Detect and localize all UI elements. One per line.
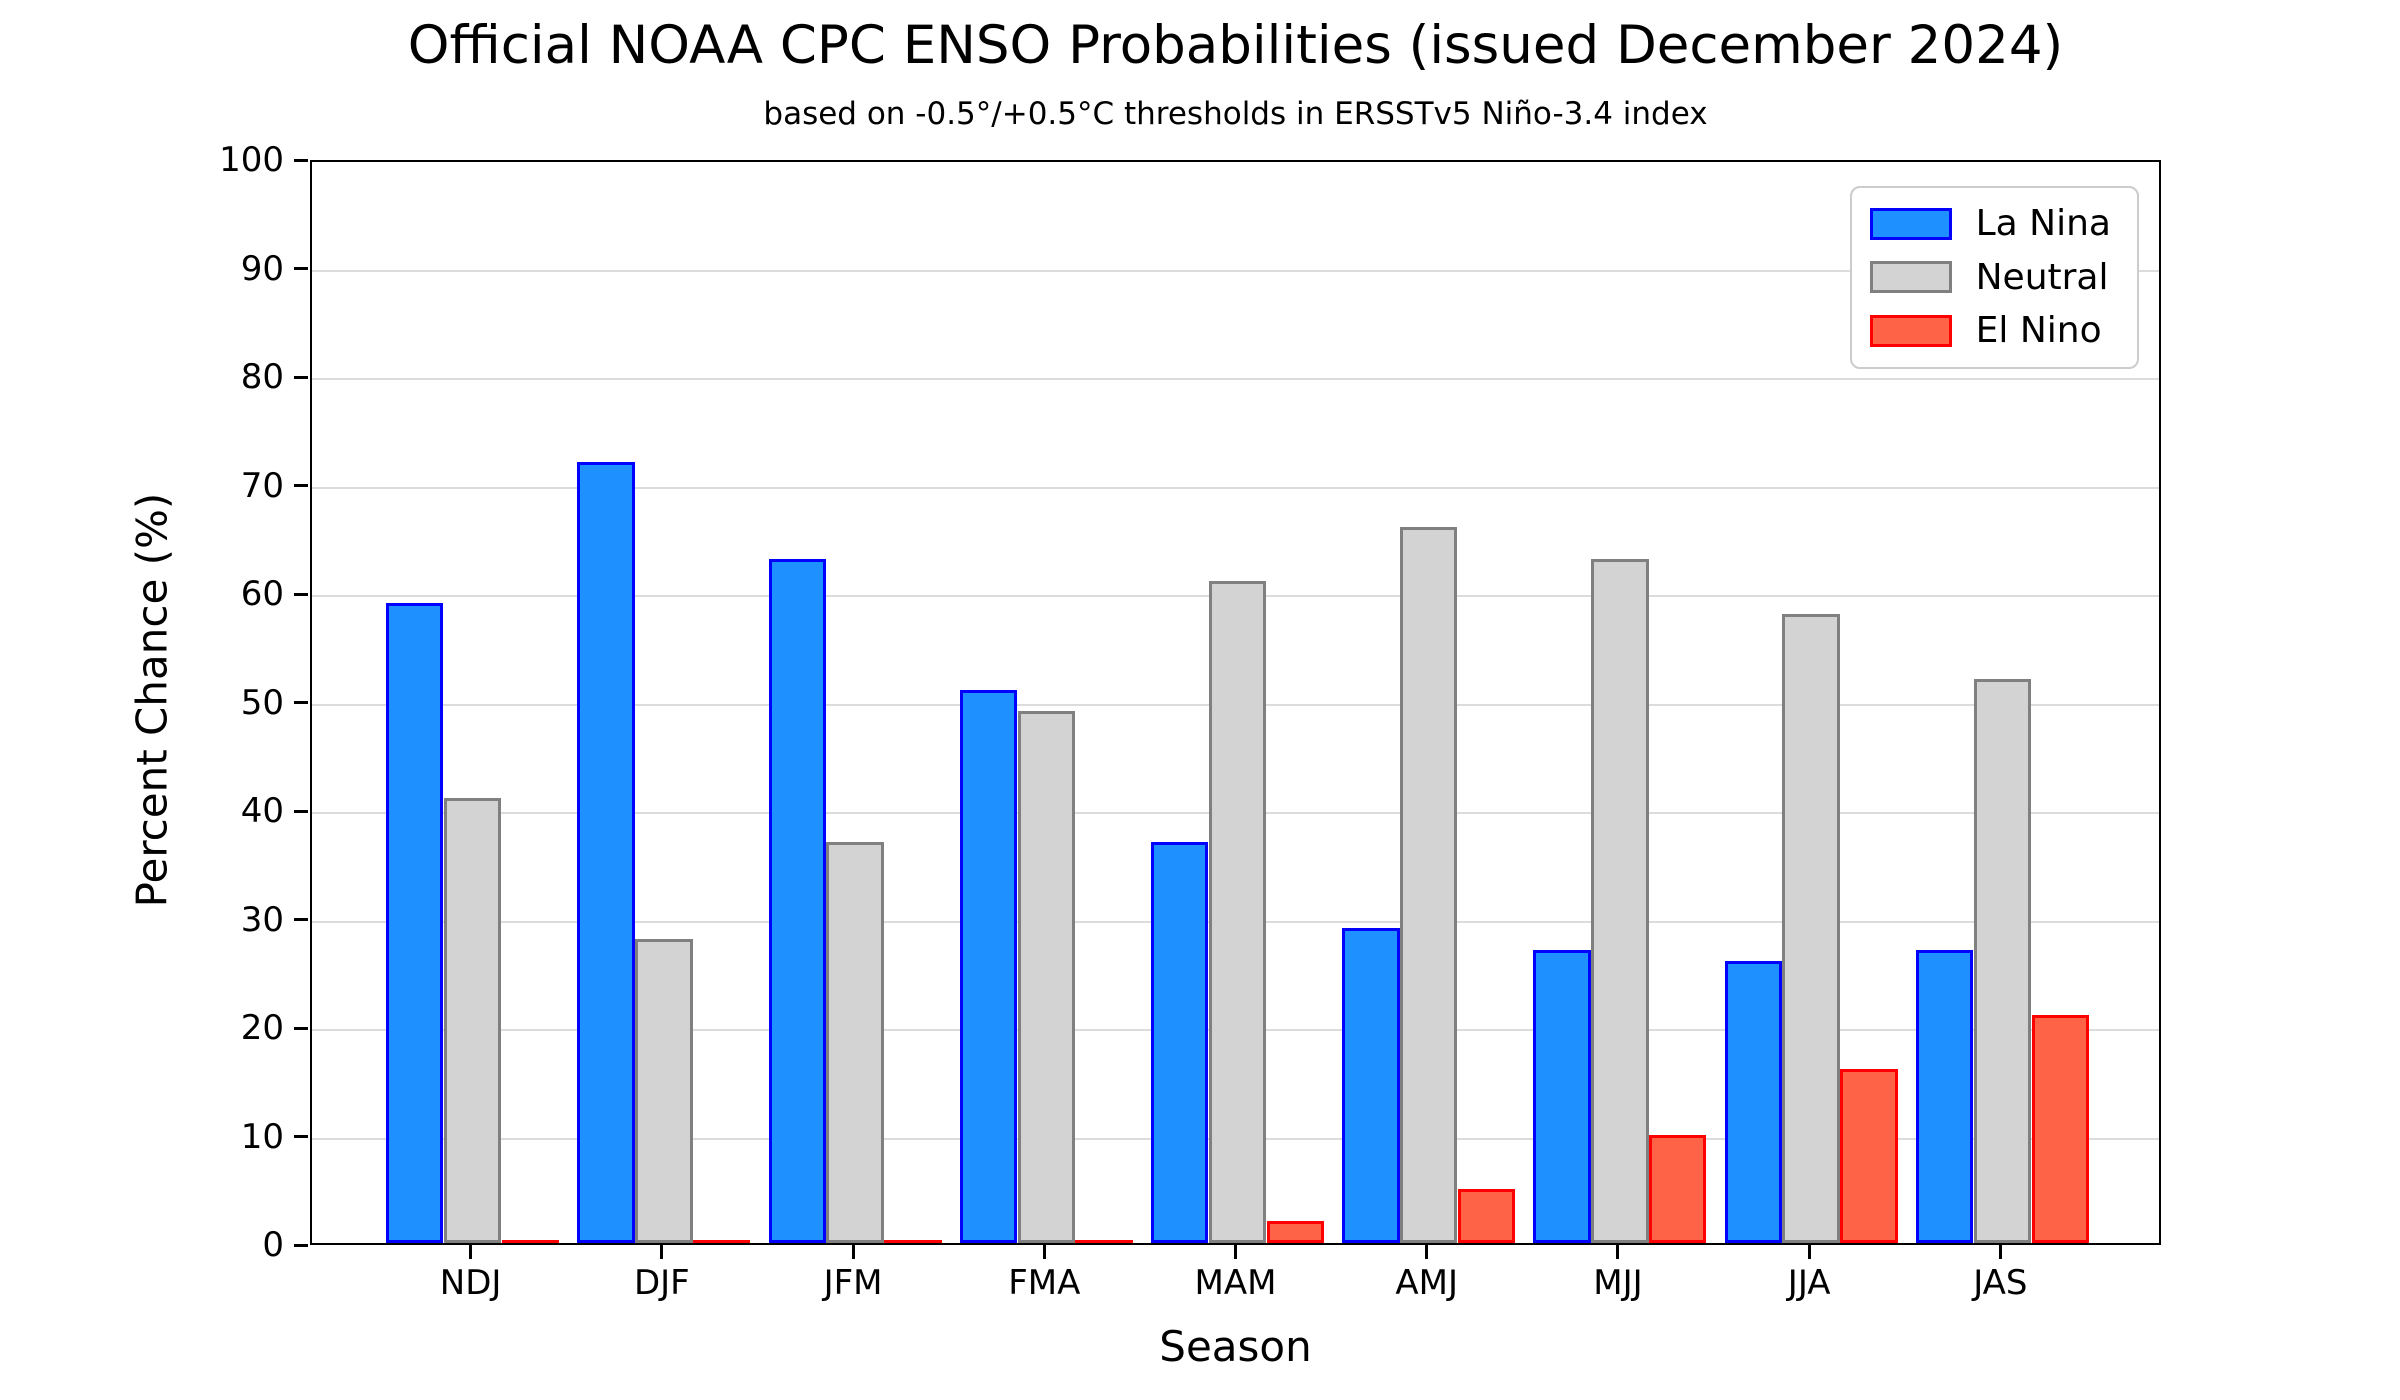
x-tick-label-JJA: JJA — [1787, 1263, 1831, 1303]
y-tick-mark-10 — [294, 1135, 308, 1138]
y-tick-label-30: 30 — [240, 899, 284, 940]
bar-neutral-NDJ — [443, 798, 502, 1243]
y-tick-label-100: 100 — [219, 140, 284, 180]
grid-line-90 — [312, 269, 2159, 272]
x-tick-mark-DJF — [660, 1245, 664, 1259]
x-tick-mark-FMA — [1042, 1245, 1046, 1259]
x-tick-mark-NDJ — [469, 1245, 473, 1259]
x-tick-label-FMA: FMA — [1008, 1263, 1081, 1303]
bar-la-nina-DJF — [577, 461, 635, 1243]
x-tick-mark-MAM — [1234, 1245, 1237, 1259]
y-tick-label-0: 0 — [262, 1225, 284, 1265]
bar-neutral-JJA — [1782, 613, 1840, 1243]
legend-item-la-nina: La Nina — [1869, 203, 2111, 244]
legend-label-neutral: Neutral — [1975, 256, 2109, 298]
x-tick-label-MAM: MAM — [1194, 1263, 1277, 1303]
bar-la-nina-JFM — [768, 559, 826, 1243]
y-tick-label-70: 70 — [240, 465, 284, 506]
legend-swatch-neutral — [1869, 261, 1952, 294]
legend: La Nina Neutral El Nino — [1849, 186, 2139, 369]
y-tick-label-10: 10 — [240, 1116, 284, 1157]
legend-item-el-nino: El Nino — [1869, 310, 2111, 352]
legend-label-el-nino: El Nino — [1975, 310, 2102, 352]
bar-el-nino-AMJ — [1457, 1188, 1516, 1243]
bar-el-nino-DJF — [693, 1240, 751, 1243]
y-tick-label-90: 90 — [240, 248, 284, 289]
y-tick-label-20: 20 — [240, 1008, 284, 1048]
legend-item-neutral: Neutral — [1869, 256, 2111, 298]
x-axis-label: Season — [1159, 1322, 1312, 1371]
y-tick-label-40: 40 — [240, 791, 284, 831]
bar-el-nino-JAS — [2031, 1015, 2089, 1243]
x-tick-label-JFM: JFM — [823, 1263, 883, 1303]
x-tick-mark-JJA — [1807, 1245, 1811, 1259]
bar-el-nino-JJA — [1840, 1069, 1898, 1243]
y-tick-mark-0 — [294, 1243, 308, 1247]
y-tick-mark-20 — [294, 1026, 308, 1030]
x-tick-label-DJF: DJF — [633, 1263, 690, 1303]
bar-el-nino-MAM — [1266, 1221, 1325, 1243]
bar-el-nino-JFM — [884, 1240, 942, 1243]
plot-area: La Nina Neutral El Nino — [310, 160, 2161, 1245]
bar-neutral-JAS — [1973, 678, 2032, 1243]
bar-la-nina-MJJ — [1533, 950, 1591, 1243]
x-tick-label-MJJ: MJJ — [1593, 1263, 1643, 1303]
chart-title: Official NOAA CPC ENSO Probabilities (is… — [407, 15, 2064, 76]
x-tick-mark-JAS — [1998, 1245, 2002, 1259]
y-tick-label-80: 80 — [240, 357, 284, 397]
bar-la-nina-MAM — [1150, 841, 1209, 1243]
x-tick-label-AMJ: AMJ — [1395, 1263, 1459, 1303]
bar-neutral-MAM — [1208, 581, 1267, 1243]
grid-line-70 — [312, 486, 2159, 489]
x-tick-mark-AMJ — [1425, 1245, 1429, 1259]
y-tick-mark-70 — [294, 484, 308, 487]
bar-el-nino-MJJ — [1649, 1134, 1707, 1243]
bar-la-nina-JAS — [1915, 950, 1974, 1243]
bar-la-nina-FMA — [959, 689, 1018, 1243]
legend-swatch-la-nina — [1869, 207, 1952, 240]
y-tick-label-60: 60 — [240, 574, 284, 614]
bar-neutral-JFM — [826, 841, 884, 1243]
y-tick-mark-50 — [294, 701, 308, 704]
bar-la-nina-NDJ — [386, 602, 444, 1243]
grid-line-80 — [312, 378, 2159, 380]
y-tick-mark-60 — [294, 592, 308, 596]
legend-swatch-el-nino — [1869, 314, 1952, 347]
y-tick-label-50: 50 — [240, 682, 284, 723]
legend-label-la-nina: La Nina — [1975, 203, 2111, 244]
bar-la-nina-JJA — [1724, 960, 1782, 1243]
x-tick-mark-JFM — [851, 1245, 855, 1259]
bar-neutral-DJF — [635, 939, 693, 1243]
y-tick-mark-40 — [294, 809, 308, 813]
y-tick-mark-80 — [294, 375, 308, 379]
bar-el-nino-FMA — [1075, 1240, 1133, 1243]
y-tick-mark-90 — [294, 267, 308, 270]
bar-la-nina-AMJ — [1342, 928, 1400, 1243]
x-tick-label-JAS: JAS — [1973, 1263, 2028, 1303]
y-tick-mark-30 — [294, 918, 308, 921]
y-tick-mark-100 — [294, 158, 308, 162]
chart-subtitle: based on -0.5°/+0.5°C thresholds in ERSS… — [763, 96, 1708, 132]
bar-neutral-AMJ — [1400, 526, 1458, 1243]
x-tick-mark-MJJ — [1616, 1245, 1620, 1259]
bar-el-nino-NDJ — [501, 1240, 560, 1243]
x-tick-label-NDJ: NDJ — [439, 1263, 502, 1303]
bar-neutral-FMA — [1017, 711, 1075, 1243]
bar-neutral-MJJ — [1591, 559, 1649, 1243]
